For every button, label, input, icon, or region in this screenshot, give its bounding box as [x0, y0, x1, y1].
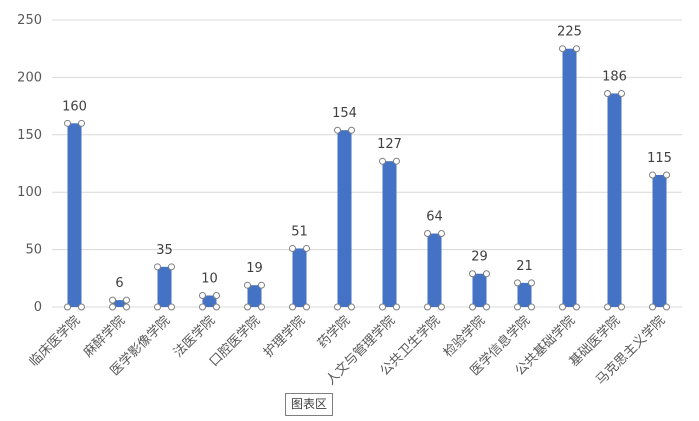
- data-label: 127: [377, 137, 402, 152]
- selection-handle: [438, 303, 445, 311]
- y-tick-label: 100: [17, 185, 42, 200]
- selection-handle: [199, 303, 206, 311]
- selection-handle: [618, 89, 625, 97]
- selection-handle: [64, 303, 71, 311]
- selection-handle: [303, 244, 310, 252]
- selection-handle: [154, 303, 161, 311]
- selection-handle: [168, 303, 175, 311]
- selection-handle: [604, 89, 611, 97]
- data-label: 225: [557, 25, 582, 40]
- selection-handle: [213, 292, 220, 300]
- selection-handle: [258, 281, 265, 289]
- bar: [607, 93, 622, 307]
- selection-handle: [289, 303, 296, 311]
- y-tick-label: 250: [17, 13, 42, 28]
- data-label: 21: [516, 259, 533, 274]
- selection-handle: [109, 303, 116, 311]
- selection-handle: [123, 303, 130, 311]
- selection-handle: [514, 303, 521, 311]
- y-tick-label: 150: [17, 128, 42, 143]
- data-label: 115: [647, 151, 672, 166]
- bar: [292, 248, 307, 307]
- selection-handle: [424, 230, 431, 238]
- selection-handle: [528, 303, 535, 311]
- bar: [112, 300, 127, 307]
- selection-handle: [483, 270, 490, 278]
- selection-handle: [258, 303, 265, 311]
- bar: [472, 273, 487, 307]
- bar: [562, 48, 577, 307]
- bar: [157, 266, 172, 307]
- selection-handle: [438, 230, 445, 238]
- selection-handle: [573, 303, 580, 311]
- data-label: 29: [471, 250, 488, 265]
- data-label: 64: [426, 210, 443, 225]
- selection-handle: [649, 171, 656, 179]
- selection-handle: [154, 263, 161, 271]
- y-tick-label: 0: [34, 300, 42, 315]
- selection-handle: [109, 296, 116, 304]
- category-label: 临床医学院: [26, 313, 83, 370]
- data-label: 186: [602, 69, 627, 84]
- selection-handle: [469, 270, 476, 278]
- selection-handle: [379, 157, 386, 165]
- selection-handle: [604, 303, 611, 311]
- selection-handle: [244, 303, 251, 311]
- y-tick-label: 50: [25, 243, 42, 258]
- data-label: 51: [291, 224, 308, 239]
- category-label: 检验学院: [440, 313, 488, 361]
- category-label: 药学院: [314, 313, 353, 352]
- chart-area-tooltip: 图表区: [285, 393, 334, 416]
- bar: [337, 130, 352, 307]
- selection-handle: [379, 303, 386, 311]
- y-tick-label: 200: [17, 70, 42, 85]
- selection-handle: [559, 303, 566, 311]
- selection-handle: [213, 303, 220, 311]
- data-label: 10: [201, 272, 218, 287]
- selection-handle: [663, 171, 670, 179]
- data-label: 19: [246, 261, 263, 276]
- selection-handle: [469, 303, 476, 311]
- selection-handle: [528, 279, 535, 287]
- selection-handle: [244, 281, 251, 289]
- selection-handle: [303, 303, 310, 311]
- selection-handle: [393, 303, 400, 311]
- selection-handle: [559, 45, 566, 53]
- data-label: 154: [332, 106, 357, 121]
- selection-handle: [64, 119, 71, 127]
- bar: [247, 285, 262, 307]
- bar: [652, 174, 667, 307]
- bar: [382, 161, 397, 307]
- selection-handle: [618, 303, 625, 311]
- bar: [517, 282, 532, 307]
- selection-handle: [78, 119, 85, 127]
- data-label: 35: [156, 243, 173, 258]
- selection-handle: [78, 303, 85, 311]
- bar: [427, 233, 442, 307]
- selection-handle: [573, 45, 580, 53]
- selection-handle: [424, 303, 431, 311]
- selection-handle: [334, 126, 341, 134]
- selection-handle: [663, 303, 670, 311]
- selection-handle: [123, 296, 130, 304]
- selection-handle: [348, 126, 355, 134]
- selection-handle: [348, 303, 355, 311]
- data-label: 6: [115, 276, 123, 291]
- category-label: 护理学院: [260, 313, 308, 361]
- selection-handle: [483, 303, 490, 311]
- selection-handle: [168, 263, 175, 271]
- bar: [67, 123, 82, 307]
- selection-handle: [334, 303, 341, 311]
- selection-handle: [289, 244, 296, 252]
- category-label: 麻醉学院: [80, 313, 128, 361]
- selection-handle: [514, 279, 521, 287]
- selection-handle: [199, 292, 206, 300]
- category-label: 法医学院: [170, 313, 218, 361]
- bar: [202, 295, 217, 307]
- selection-handle: [393, 157, 400, 165]
- selection-handle: [649, 303, 656, 311]
- data-label: 160: [62, 99, 87, 114]
